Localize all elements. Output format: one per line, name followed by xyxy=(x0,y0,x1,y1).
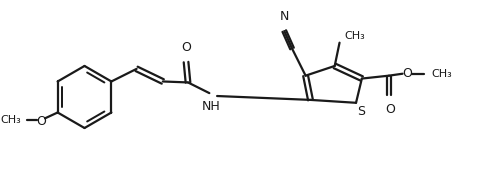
Text: O: O xyxy=(181,41,191,54)
Text: CH₃: CH₃ xyxy=(431,69,452,79)
Text: CH₃: CH₃ xyxy=(0,115,21,125)
Text: NH: NH xyxy=(201,100,220,113)
Text: S: S xyxy=(356,105,364,118)
Text: O: O xyxy=(402,67,411,80)
Text: O: O xyxy=(384,103,394,116)
Text: O: O xyxy=(36,115,46,128)
Text: N: N xyxy=(279,10,288,23)
Text: CH₃: CH₃ xyxy=(344,31,364,41)
